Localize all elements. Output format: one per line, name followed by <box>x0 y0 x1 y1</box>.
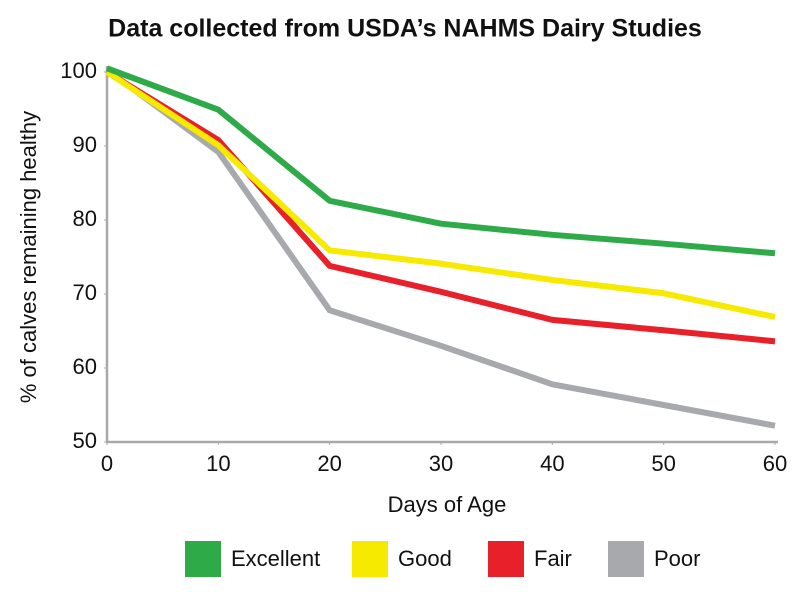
legend-label: Good <box>398 546 452 571</box>
legend-swatch <box>488 541 524 577</box>
legend-swatch <box>608 541 644 577</box>
y-tick-label: 100 <box>60 58 97 83</box>
series-line <box>105 67 776 429</box>
legend-label: Fair <box>534 546 572 571</box>
x-axis-label: Days of Age <box>388 492 507 517</box>
legend-label: Poor <box>654 546 700 571</box>
series-line <box>105 69 776 320</box>
y-tick-label: 90 <box>73 132 97 157</box>
legend-swatch <box>352 541 388 577</box>
series-line <box>105 65 776 257</box>
legend-label: Excellent <box>231 546 320 571</box>
y-tick-label: 50 <box>73 428 97 453</box>
chart-title: Data collected from USDA’s NAHMS Dairy S… <box>108 15 702 43</box>
x-tick-label: 50 <box>651 451 675 476</box>
legend-swatch <box>185 541 221 577</box>
y-tick-label: 80 <box>73 206 97 231</box>
x-tick-label: 40 <box>540 451 564 476</box>
x-tick-label: 60 <box>763 451 787 476</box>
series-line <box>105 69 776 345</box>
x-tick-label: 30 <box>429 451 453 476</box>
x-tick-label: 0 <box>101 451 113 476</box>
y-tick-label: 70 <box>73 280 97 305</box>
y-axis-label: % of calves remaining healthy <box>16 111 41 403</box>
x-tick-label: 10 <box>206 451 230 476</box>
x-tick-label: 20 <box>317 451 341 476</box>
y-tick-label: 60 <box>73 354 97 379</box>
